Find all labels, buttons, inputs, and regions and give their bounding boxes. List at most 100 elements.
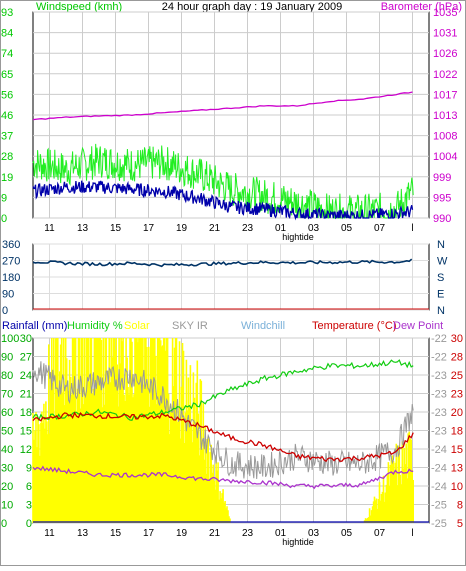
p1-x-tick-label: 19 — [176, 223, 188, 234]
p3-rain-tick-label: 12 — [20, 444, 32, 456]
p1-right-tick-label: 1026 — [433, 48, 457, 60]
p3-skyir-tick-label: -23 — [431, 389, 447, 401]
p3-rain-tick-label: 15 — [20, 426, 32, 438]
p1-right-tick-label: 1004 — [433, 151, 457, 163]
p3-x-tick-label: 15 — [110, 528, 122, 539]
p1-x-tick-label: 17 — [143, 223, 155, 234]
p2-left-tick-label: 90 — [2, 289, 14, 301]
p3-temp-tick-label: 5 — [457, 518, 463, 530]
p3-temp-tick-label: 28 — [451, 352, 463, 364]
p1-x-tick-label: 03 — [308, 223, 320, 234]
p1-x-tick-label: 13 — [77, 223, 89, 234]
legend-dewpoint: Dew Point — [393, 320, 443, 332]
p3-rain-tick-label: 30 — [20, 333, 32, 345]
p1-left-tick-label: 9 — [1, 192, 7, 204]
p1-x-tick-label: l — [411, 223, 413, 234]
p1-x-tick-label: 21 — [209, 223, 221, 234]
windspeed-axis-title: Windspeed (kmh) — [36, 1, 122, 13]
series-sky-ir — [32, 361, 414, 480]
p3-humidity-tick-label: 50 — [1, 426, 13, 438]
p1-x-tick-label: 23 — [242, 223, 254, 234]
series-wind-direction — [32, 258, 413, 268]
p3-temp-tick-label: 20 — [451, 407, 463, 419]
p3-temp-tick-label: 30 — [451, 333, 463, 345]
p1-left-tick-label: 84 — [1, 28, 13, 40]
p2-left-tick-label: 180 — [2, 272, 20, 284]
p3-hour-marker: hightide — [282, 537, 314, 547]
p3-temp-tick-label: 15 — [451, 444, 463, 456]
p2-left-tick-label: 360 — [2, 239, 20, 251]
legend-rainfall: Rainfall (mm) — [2, 320, 67, 332]
p3-skyir-tick-label: -25 — [431, 500, 447, 512]
p3-x-tick-label: 19 — [176, 528, 188, 539]
p1-left-tick-label: 65 — [1, 69, 13, 81]
series-barometer — [32, 91, 413, 121]
p3-humidity-tick-label: 20 — [1, 481, 13, 493]
series-windspeed-avg — [32, 180, 414, 221]
p3-rain-tick-label: 6 — [26, 481, 32, 493]
p1-left-tick-label: 19 — [1, 172, 13, 184]
p1-x-tick-label: 11 — [44, 223, 55, 234]
series-windspeed-gust — [32, 143, 414, 219]
p1-left-tick-label: 0 — [1, 213, 7, 225]
p3-x-tick-label: 17 — [143, 528, 155, 539]
p3-humidity-tick-label: 60 — [1, 407, 13, 419]
p1-right-tick-label: 1017 — [433, 89, 457, 101]
p3-skyir-tick-label: -23 — [431, 370, 447, 382]
p3-skyir-tick-label: -23 — [431, 426, 447, 438]
p1-left-tick-label: 46 — [1, 110, 13, 122]
p3-skyir-tick-label: -24 — [431, 444, 447, 456]
p3-x-tick-label: l — [411, 528, 413, 539]
series-temperature — [32, 411, 414, 463]
p3-x-tick-label: 21 — [209, 528, 221, 539]
p3-rain-tick-label: 9 — [26, 463, 32, 475]
p3-rain-tick-label: 21 — [20, 389, 32, 401]
legend-solar: Solar — [124, 320, 150, 332]
p1-right-tick-label: 1008 — [433, 131, 457, 143]
p3-humidity-tick-label: 70 — [1, 389, 13, 401]
series-humidity — [32, 359, 414, 422]
p3-x-tick-label: 05 — [341, 528, 353, 539]
p2-right-tick-label: W — [437, 256, 448, 268]
p3-rain-tick-label: 0 — [26, 518, 32, 530]
p3-skyir-tick-label: -22 — [431, 333, 447, 345]
p3-x-tick-label: 13 — [77, 528, 89, 539]
p2-right-tick-label: E — [437, 289, 444, 301]
p3-x-tick-label: 23 — [242, 528, 254, 539]
chart-title: 24 hour graph day : 19 January 2009 — [162, 1, 342, 13]
p1-right-tick-label: 1035 — [433, 7, 457, 19]
p3-temp-tick-label: 10 — [451, 481, 463, 493]
p3-humidity-tick-label: 10 — [1, 500, 13, 512]
p3-humidity-tick-label: 100 — [1, 333, 19, 345]
p3-temp-tick-label: 13 — [451, 463, 463, 475]
p3-temp-tick-label: 8 — [457, 500, 463, 512]
p2-right-tick-label: S — [437, 272, 444, 284]
series-dewpoint — [32, 465, 414, 490]
p3-temp-tick-label: 25 — [451, 370, 463, 382]
p1-right-tick-label: 1022 — [433, 69, 457, 81]
p1-left-tick-label: 74 — [1, 48, 13, 60]
p1-hour-marker: hightide — [282, 232, 314, 242]
p1-x-tick-label: 01 — [275, 223, 287, 234]
p3-rain-tick-label: 27 — [20, 352, 32, 364]
p2-right-tick-label: N — [437, 239, 445, 251]
p3-rain-tick-label: 3 — [26, 500, 32, 512]
p1-x-tick-label: 15 — [110, 223, 122, 234]
p1-right-tick-label: 1013 — [433, 110, 457, 122]
p3-x-tick-label: 11 — [44, 528, 55, 539]
p3-temp-tick-label: 23 — [451, 389, 463, 401]
p1-left-tick-label: 28 — [1, 151, 13, 163]
legend-humidity: Humidity % — [67, 320, 123, 332]
p3-skyir-tick-label: -24 — [431, 463, 447, 475]
p3-x-tick-label: 07 — [374, 528, 386, 539]
p3-skyir-tick-label: -25 — [431, 518, 447, 530]
p3-x-tick-label: 03 — [308, 528, 320, 539]
p3-humidity-tick-label: 30 — [1, 463, 13, 475]
p3-humidity-tick-label: 40 — [1, 444, 13, 456]
p1-right-tick-label: 990 — [433, 213, 451, 225]
p1-x-tick-label: 07 — [374, 223, 386, 234]
p2-left-tick-label: 270 — [2, 256, 20, 268]
p3-rain-tick-label: 18 — [20, 407, 32, 419]
p1-x-tick-label: 05 — [341, 223, 353, 234]
p3-humidity-tick-label: 90 — [1, 352, 13, 364]
